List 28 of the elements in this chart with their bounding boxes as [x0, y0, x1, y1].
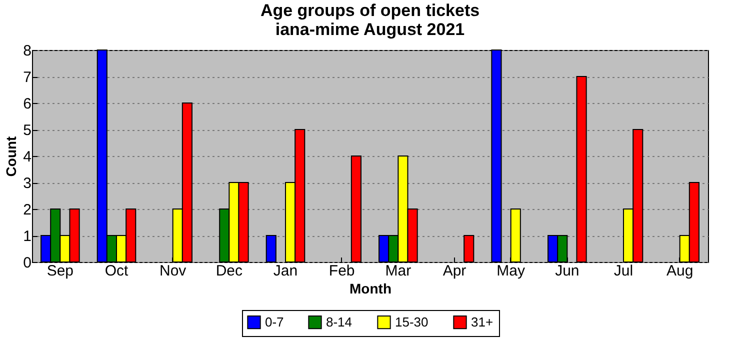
y-tick-label: 5: [23, 122, 32, 139]
y-tick-label: 1: [23, 228, 32, 245]
x-tick-label: Nov: [159, 262, 187, 280]
x-tick-label: Dec: [216, 262, 243, 280]
x-tick-label: Jul: [614, 262, 634, 280]
legend-label: 31+: [471, 314, 494, 330]
x-tick-label: Apr: [442, 262, 466, 280]
y-tick-label: 3: [23, 175, 32, 192]
x-tick-label: Mar: [385, 262, 412, 280]
chart-title: Age groups of open tickets iana-mime August 2021: [260, 1, 480, 39]
x-axis-title: Month: [350, 280, 392, 296]
y-tick-label: 2: [23, 202, 32, 218]
y-tick-label: 7: [23, 69, 32, 86]
y-axis-title: Count: [3, 136, 20, 177]
x-tick-label: Sep: [46, 262, 74, 280]
x-tick-label: Feb: [328, 262, 355, 280]
y-tick-label: 4: [23, 148, 32, 166]
x-tick-label: Jun: [555, 262, 580, 280]
y-tick-label: 8: [23, 42, 32, 60]
x-tick-label: Jan: [273, 262, 298, 280]
legend-label: 15-30: [395, 314, 428, 330]
legend-label: 0-7: [265, 314, 284, 330]
legend-label: 8-14: [326, 314, 352, 330]
x-tick-label: Aug: [666, 262, 694, 280]
y-tick-label: 0: [23, 254, 32, 272]
x-tick-label: Oct: [104, 262, 129, 280]
x-tick-label: May: [496, 262, 526, 280]
y-tick-label: 6: [23, 96, 32, 112]
